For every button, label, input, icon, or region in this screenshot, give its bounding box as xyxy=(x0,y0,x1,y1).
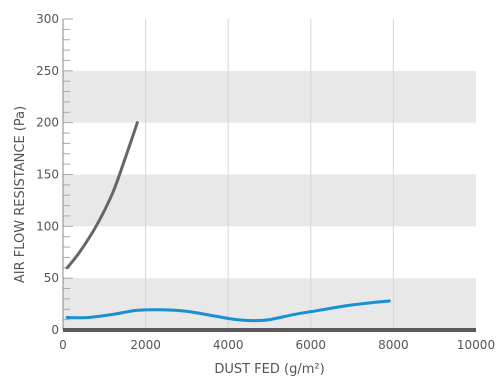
x-tick-label-2000: 2000 xyxy=(130,338,161,352)
band-4 xyxy=(63,70,476,123)
y-tick-label-50: 50 xyxy=(44,271,59,285)
x-tick-label-10000: 10000 xyxy=(457,338,495,352)
background-bands xyxy=(63,70,476,330)
x-tick-label-6000: 6000 xyxy=(296,338,327,352)
series-line-0 xyxy=(65,121,139,270)
x-tick-label-4000: 4000 xyxy=(213,338,244,352)
x-tick-label-8000: 8000 xyxy=(378,338,409,352)
y-tick-label-100: 100 xyxy=(36,219,59,233)
vertical-gridlines xyxy=(145,19,394,330)
x-axis-title: DUST FED (g/m²) xyxy=(214,362,324,377)
y-axis-title: AIR FLOW RESISTANCE (Pa) xyxy=(13,106,28,283)
band-2 xyxy=(63,174,476,227)
y-tick-label-200: 200 xyxy=(36,116,59,130)
y-tick-label-250: 250 xyxy=(36,64,59,78)
x-tick-labels: 0 2000 4000 6000 8000 10000 xyxy=(59,338,495,352)
band-0 xyxy=(63,278,476,330)
series-line-1 xyxy=(65,299,391,323)
series-lines xyxy=(65,121,391,323)
y-tick-label-0: 0 xyxy=(51,323,59,337)
y-tick-label-300: 300 xyxy=(36,12,59,26)
minor-ticks xyxy=(63,18,73,331)
x-tick-label-0: 0 xyxy=(59,338,67,352)
y-tick-label-150: 150 xyxy=(36,168,59,182)
y-tick-labels: 0 50 100 150 200 250 300 xyxy=(36,12,59,337)
